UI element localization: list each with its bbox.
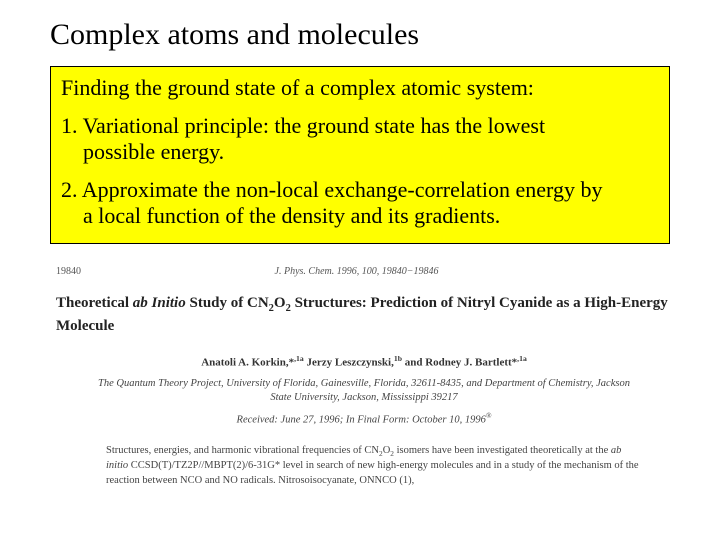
point-1-line2: possible energy.	[61, 139, 659, 165]
slide-subtitle: Finding the ground state of a complex at…	[61, 75, 659, 101]
highlight-box: Finding the ground state of a complex at…	[50, 66, 670, 244]
paper-title: Theoretical ab Initio Study of CN2O2 Str…	[56, 293, 672, 336]
point-2: 2. Approximate the non-local exchange-co…	[61, 177, 659, 229]
paper-authors: Anatoli A. Korkin,*,1a Jerzy Leszczynski…	[56, 354, 672, 369]
point-1-line1: Variational principle: the ground state …	[83, 113, 545, 138]
paper-excerpt: 19840 J. Phys. Chem. 1996, 100, 19840−19…	[0, 266, 720, 489]
paper-header: 19840 J. Phys. Chem. 1996, 100, 19840−19…	[56, 266, 672, 277]
point-1: 1. Variational principle: the ground sta…	[61, 113, 659, 165]
point-1-num: 1.	[61, 113, 78, 138]
paper-journal: J. Phys. Chem. 1996, 100, 19840−19846	[275, 266, 439, 277]
point-2-line2: a local function of the density and its …	[61, 203, 659, 229]
point-2-num: 2.	[61, 177, 78, 202]
slide-title: Complex atoms and molecules	[50, 18, 672, 52]
paper-affiliation: The Quantum Theory Project, University o…	[96, 377, 632, 405]
point-2-line1: Approximate the non-local exchange-corre…	[82, 177, 603, 202]
paper-page-num: 19840	[56, 266, 81, 277]
paper-dates: Received: June 27, 1996; In Final Form: …	[56, 411, 672, 426]
paper-abstract: Structures, energies, and harmonic vibra…	[106, 444, 642, 489]
